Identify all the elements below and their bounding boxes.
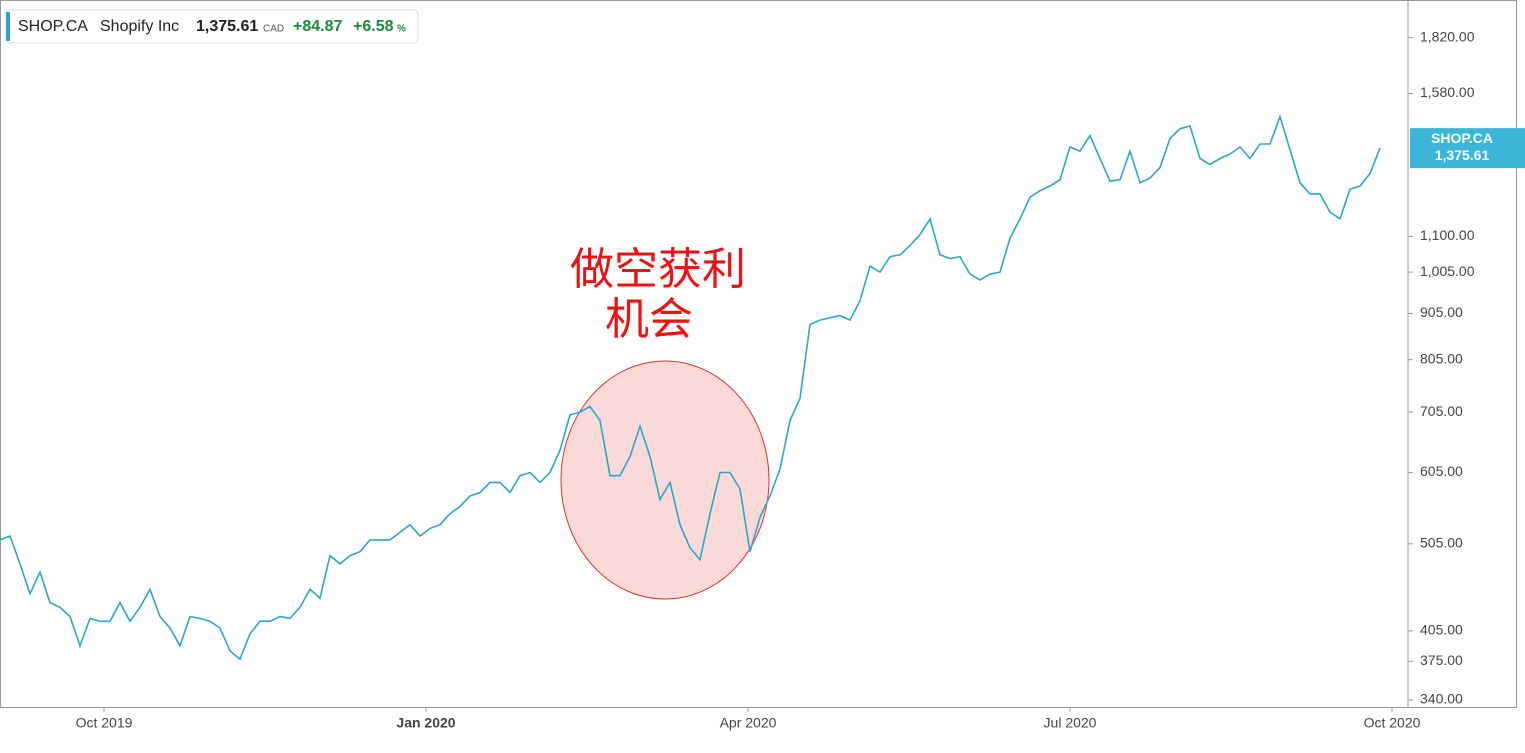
y-tick-label: 1,005.00 <box>1420 263 1475 279</box>
price-line <box>0 114 1381 661</box>
header-accent <box>6 12 10 41</box>
y-tick-label: 340.00 <box>1420 691 1463 707</box>
x-tick-label: Oct 2020 <box>1364 715 1421 731</box>
y-tick-label: 705.00 <box>1420 403 1463 419</box>
y-tick-label: 375.00 <box>1420 652 1463 668</box>
y-tick-label: 1,100.00 <box>1420 227 1475 243</box>
x-tick-label: Jul 2020 <box>1044 715 1097 731</box>
x-tick-label: Oct 2019 <box>76 715 133 731</box>
change: +84.87 <box>293 18 342 35</box>
y-tick-label: 605.00 <box>1420 463 1463 479</box>
symbol: SHOP.CA <box>18 18 88 35</box>
frame <box>0 0 1517 708</box>
x-tick-label: Apr 2020 <box>720 715 777 731</box>
annotation: 做空获利 <box>570 244 746 295</box>
header: SHOP.CA Shopify Inc 1,375.61 CAD +84.87 … <box>5 9 419 44</box>
plot <box>0 114 1381 661</box>
y-tick-label: 1,580.00 <box>1420 84 1475 100</box>
y-tick-label: 905.00 <box>1420 304 1463 320</box>
y-tick-label: 505.00 <box>1420 534 1463 550</box>
y-tick-label: 405.00 <box>1420 622 1463 638</box>
currency: CAD <box>263 24 284 35</box>
change-pct: +6.58 <box>353 18 394 35</box>
price: 1,375.61 <box>196 18 258 35</box>
y-tick-label: 1,820.00 <box>1420 28 1475 44</box>
badge-symbol: SHOP.CA <box>1431 130 1493 146</box>
pct-sign: % <box>397 24 406 35</box>
company-name: Shopify Inc <box>100 18 179 35</box>
last-price-badge <box>1410 128 1525 169</box>
highlight-ellipse <box>560 360 770 600</box>
y-tick-label: 805.00 <box>1420 350 1463 366</box>
badge-price: 1,375.61 <box>1435 147 1490 163</box>
x-tick-label: Jan 2020 <box>396 715 455 731</box>
annotation: 机会 <box>605 294 693 345</box>
